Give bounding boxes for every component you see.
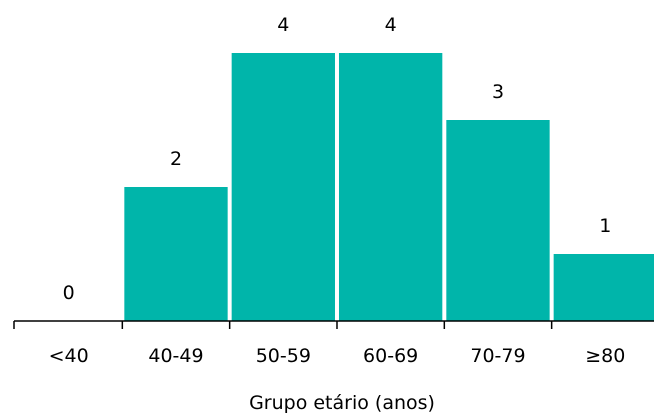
tick-label-0: <40 [49,345,89,367]
x-ticks-group [13,321,553,329]
bar-5 [553,254,654,321]
bar-3 [338,53,443,321]
bar-2 [231,53,335,321]
value-label-0: 0 [63,282,75,304]
value-label-3: 4 [385,14,397,36]
bar-4 [446,120,550,321]
tick-label-5: ≥80 [585,345,625,367]
tick-label-2: 50-59 [256,345,311,367]
tick-label-3: 60-69 [363,345,418,367]
value-label-2: 4 [277,14,289,36]
value-labels-group: 0 2 4 4 3 1 [63,14,612,304]
bars-group [124,53,654,321]
value-label-5: 1 [599,215,611,237]
bar-1 [124,187,228,321]
x-tick-labels-group: <40 40-49 50-59 60-69 70-79 ≥80 [49,345,626,367]
tick-label-1: 40-49 [148,345,203,367]
x-axis-title: Grupo etário (anos) [249,392,435,414]
value-label-1: 2 [170,148,182,170]
tick-label-4: 70-79 [470,345,525,367]
value-label-4: 3 [492,81,504,103]
